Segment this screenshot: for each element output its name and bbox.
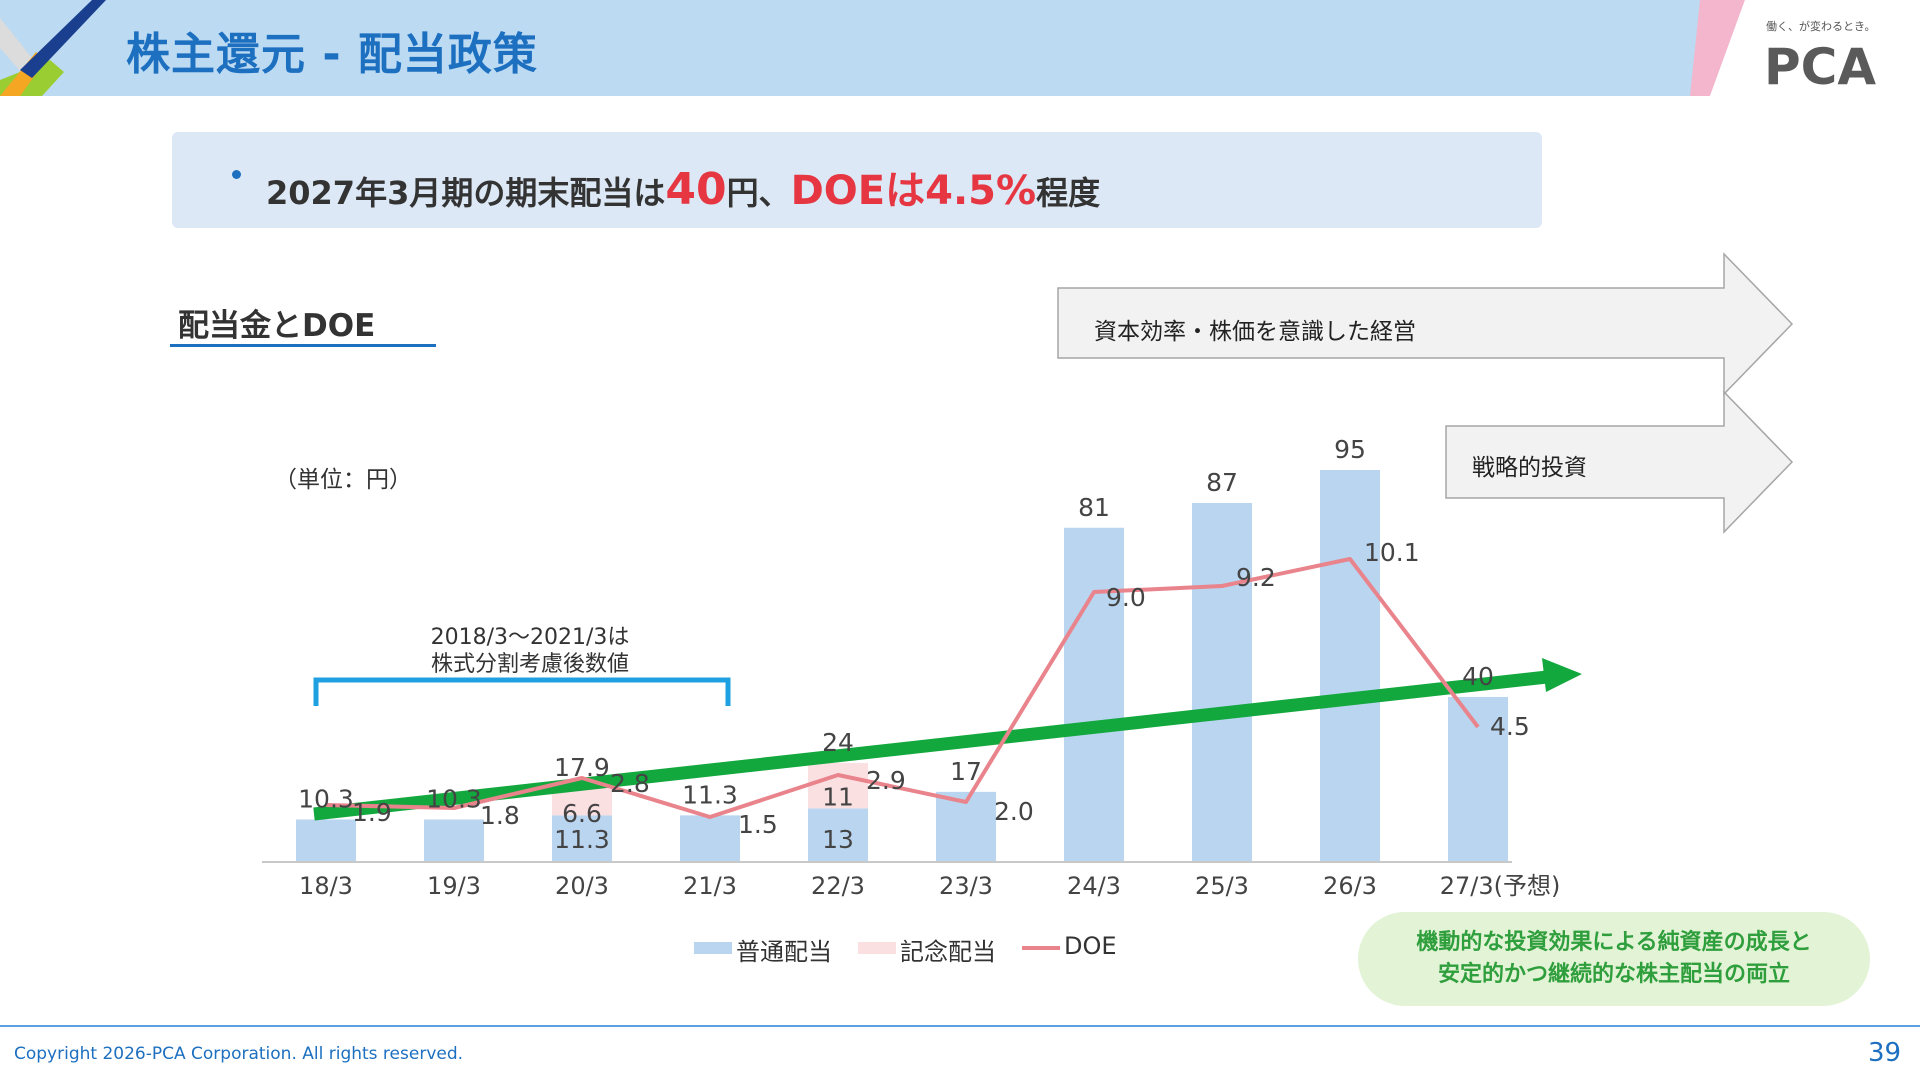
total-label-3: 11.3 [682,780,738,809]
doe-label-5: 2.0 [994,797,1034,826]
x-tick-label-7: 25/3 [1195,872,1249,900]
legend-swatch-doe [1022,946,1060,950]
x-tick-label-2: 20/3 [555,872,609,900]
doe-label-3: 1.5 [738,810,778,839]
pca-logo-text: PCA [1764,40,1876,90]
doe-label-8: 10.1 [1364,538,1420,567]
copyright: Copyright 2026-PCA Corporation. All righ… [14,1044,464,1064]
trend-arrow-head [1542,658,1582,692]
total-label-5: 17 [950,757,982,786]
bar-commemorative-4 [808,762,868,809]
total-label-0: 10.3 [298,784,354,813]
page-title: 株主還元 - 配当政策 [126,29,538,80]
split-note-line-2: 株式分割考慮後数値 [430,652,629,677]
total-label-2: 17.9 [554,753,610,782]
split-bracket [313,677,731,706]
key-message-mid: 円、 [726,174,791,212]
footer-divider [0,1025,1920,1027]
key-message-suffix: 程度 [1036,174,1101,212]
strategy-arrow-shape-2 [1445,390,1794,534]
bar-ordinary-3 [680,815,740,862]
bullet-icon [232,170,241,179]
section-heading: 配当金とDOE [178,308,376,344]
commemorative-label-2: 6.6 [562,799,602,828]
ordinary-label-4: 13 [822,825,854,854]
doe-label-9: 4.5 [1490,712,1530,741]
x-tick-label-9: 27/3(予想) [1440,872,1561,900]
brand-tagline: 働く、が変わるとき。 [1766,20,1876,33]
key-message-box [172,132,1542,228]
x-tick-label-0: 18/3 [299,872,353,900]
key-message-amount: 40 [665,164,727,215]
x-tick-label-8: 26/3 [1323,872,1377,900]
doe-label-6: 9.0 [1106,583,1146,612]
legend-label-ordinary: 普通配当 [736,938,832,966]
growth-message-pill: 機動的な投資効果による純資産の成長と 安定的かつ継続的な株主配当の両立 [1358,912,1870,1006]
legend-swatch-ordinary [694,942,732,954]
bar-ordinary-6 [1064,527,1124,862]
bar-ordinary-2 [552,815,612,862]
bar-ordinary-4 [808,808,868,862]
key-message: 2027年3月期の期末配当は40円、DOEは4.5%程度 [266,158,1100,216]
total-label-7: 87 [1206,468,1238,497]
total-label-6: 81 [1078,493,1110,522]
doe-label-0: 1.9 [352,798,392,827]
total-label-9: 40 [1462,662,1494,691]
pca-logo: PCA [1764,40,1876,90]
strategy-arrow-shape-1 [1057,252,1794,396]
header-band [0,0,1920,96]
doe-label-4: 2.9 [866,766,906,795]
x-tick-label-5: 23/3 [939,872,993,900]
split-note-line-1: 2018/3～2021/3は [430,625,630,650]
key-message-prefix: 2027年3月期の期末配当は [266,174,666,212]
growth-message-line-1: 機動的な投資効果による純資産の成長と [1416,930,1812,955]
ordinary-label-2: 11.3 [554,825,610,854]
x-tick-label-4: 22/3 [811,872,865,900]
doe-line [325,557,1480,819]
strategy-arrow-label-2: 戦略的投資 [1472,455,1587,481]
x-tick-label-6: 24/3 [1067,872,1121,900]
doe-label-7: 9.2 [1236,563,1276,592]
bar-ordinary-0 [296,819,356,862]
legend-label-commemorative: 記念配当 [900,938,996,966]
page-number: 39 [1868,1038,1902,1068]
bar-ordinary-1 [424,819,484,862]
bar-ordinary-8 [1320,470,1380,862]
x-tick-label-1: 19/3 [427,872,481,900]
bar-ordinary-7 [1192,503,1252,862]
key-message-doe: DOEは4.5% [790,168,1037,214]
commemorative-label-4: 11 [822,783,854,812]
x-tick-label-3: 21/3 [683,872,737,900]
section-underline [170,344,436,347]
split-note: 2018/3～2021/3は 株式分割考慮後数値 [370,624,690,678]
unit-label: （単位：円） [274,467,412,493]
strategy-arrow-label-1: 資本効率・株価を意識した経営 [1094,319,1416,345]
doe-label-2: 2.8 [610,769,650,798]
legend-label-doe: DOE [1064,932,1117,960]
growth-message-line-2: 安定的かつ継続的な株主配当の両立 [1437,962,1790,987]
total-label-1: 10.3 [426,784,482,813]
legend-swatch-commemorative [858,942,896,954]
total-label-4: 24 [822,728,854,757]
total-label-8: 95 [1334,435,1366,464]
doe-label-1: 1.8 [480,801,520,830]
